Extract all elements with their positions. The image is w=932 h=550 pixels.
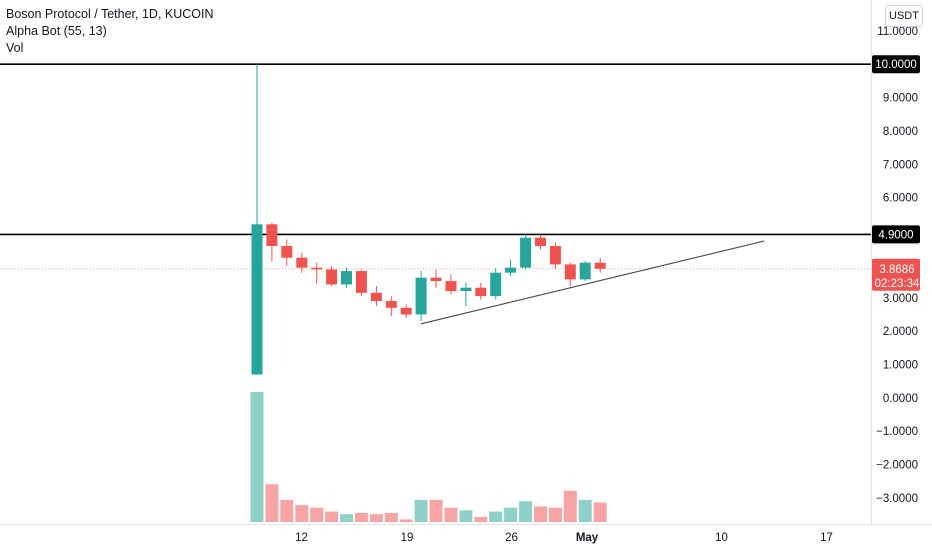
volume-bar — [369, 514, 383, 522]
candle-body — [505, 267, 517, 273]
price-tick-label: 1.0000 — [883, 360, 918, 372]
countdown-label: 02:23:34 — [875, 278, 920, 290]
volume-bar — [354, 512, 368, 522]
price-tick-label: 11.0000 — [877, 26, 918, 38]
volume-bar — [519, 501, 533, 522]
time-tick-label: 19 — [401, 532, 414, 544]
chart-legend: Boson Protocol / Tether, 1D, KUCOIN Alph… — [6, 6, 214, 57]
candle-body — [594, 262, 606, 269]
time-tick-label: 26 — [505, 532, 518, 544]
volume-bar — [593, 502, 607, 522]
volume-bar — [399, 519, 413, 522]
candle-body — [281, 246, 293, 258]
last-price-tag — [872, 258, 920, 291]
hline-price-label: 4.9000 — [878, 229, 913, 241]
candle-body — [251, 224, 263, 375]
price-tick-label: −3.0000 — [876, 493, 918, 505]
price-tick-label: 3.0000 — [883, 293, 918, 305]
horizontal-lines — [0, 63, 871, 236]
volume-bar — [459, 510, 473, 522]
candle-body — [266, 224, 278, 246]
volume-bar — [325, 511, 339, 522]
volume-bar — [474, 516, 488, 522]
candle-body — [445, 281, 457, 292]
volume-bar — [578, 499, 592, 522]
indicator-label[interactable]: Alpha Bot (55, 13) — [6, 24, 107, 38]
candle-body — [475, 287, 487, 296]
candle-body — [549, 246, 561, 265]
volume-bar — [548, 507, 562, 522]
trendline-segment — [420, 240, 765, 325]
candle-body — [385, 301, 397, 308]
price-tick-label: 7.0000 — [883, 159, 918, 171]
price-axis-labels: 10.0000 4.9000 3.8686 02:23:34 — [872, 55, 920, 291]
candle-body — [579, 262, 591, 280]
candle-body — [535, 237, 546, 246]
candle-body — [430, 277, 442, 281]
volume-bar — [444, 507, 458, 522]
volume-bar — [250, 392, 264, 522]
price-tick-label: 6.0000 — [883, 193, 918, 205]
volume-label[interactable]: Vol — [6, 41, 24, 55]
candle-body — [341, 271, 352, 285]
candle-body — [415, 277, 427, 315]
volume-bar — [265, 484, 279, 522]
volume-bar — [563, 490, 577, 522]
time-tick-label: 12 — [295, 532, 308, 544]
volume-bar — [384, 512, 398, 522]
volume-bar — [280, 499, 294, 522]
candle-body — [460, 287, 472, 291]
trendline[interactable] — [420, 240, 765, 325]
currency-button[interactable]: USDT — [885, 5, 923, 27]
volume-bar — [534, 506, 547, 522]
price-tick-label: 2.0000 — [883, 326, 918, 338]
volume-bar — [429, 499, 443, 522]
price-tick-label: −2.0000 — [876, 460, 918, 472]
volume-bar — [310, 507, 324, 522]
hline-price-tag — [872, 55, 920, 74]
candle-body — [326, 269, 338, 285]
candle-body — [355, 271, 367, 293]
price-tick-label: −1.0000 — [876, 426, 918, 438]
time-axis[interactable]: 12 19 26 May 10 17 — [295, 532, 833, 544]
candle-body — [400, 307, 412, 315]
volume-bar — [504, 507, 518, 522]
volume-bar — [489, 511, 503, 522]
hline-price-label: 10.0000 — [875, 59, 917, 71]
price-tick-label: 0.0000 — [883, 393, 918, 405]
candlestick-series — [251, 64, 606, 375]
candle-body — [370, 292, 382, 302]
volume-bar — [340, 514, 353, 522]
last-price-label: 3.8686 — [879, 264, 914, 276]
price-axis[interactable]: 11.0000 9.0000 8.0000 7.0000 6.0000 3.0000 2.0… — [876, 26, 918, 505]
candle-body — [311, 267, 323, 270]
candle-body — [564, 264, 576, 280]
candle-body — [490, 272, 502, 297]
symbol-title[interactable]: Boson Protocol / Tether, 1D, KUCOIN — [6, 7, 214, 21]
time-tick-label: May — [576, 532, 599, 544]
price-tick-label: 9.0000 — [883, 93, 918, 105]
hline-price-tag — [872, 225, 920, 244]
volume-series — [250, 392, 607, 522]
time-tick-label: 17 — [820, 532, 833, 544]
volume-bar — [414, 499, 428, 522]
price-tick-label: 8.0000 — [883, 126, 918, 138]
volume-bar — [295, 505, 309, 522]
candle-body — [296, 257, 308, 268]
candle-body — [520, 237, 532, 268]
time-tick-label: 10 — [715, 532, 728, 544]
